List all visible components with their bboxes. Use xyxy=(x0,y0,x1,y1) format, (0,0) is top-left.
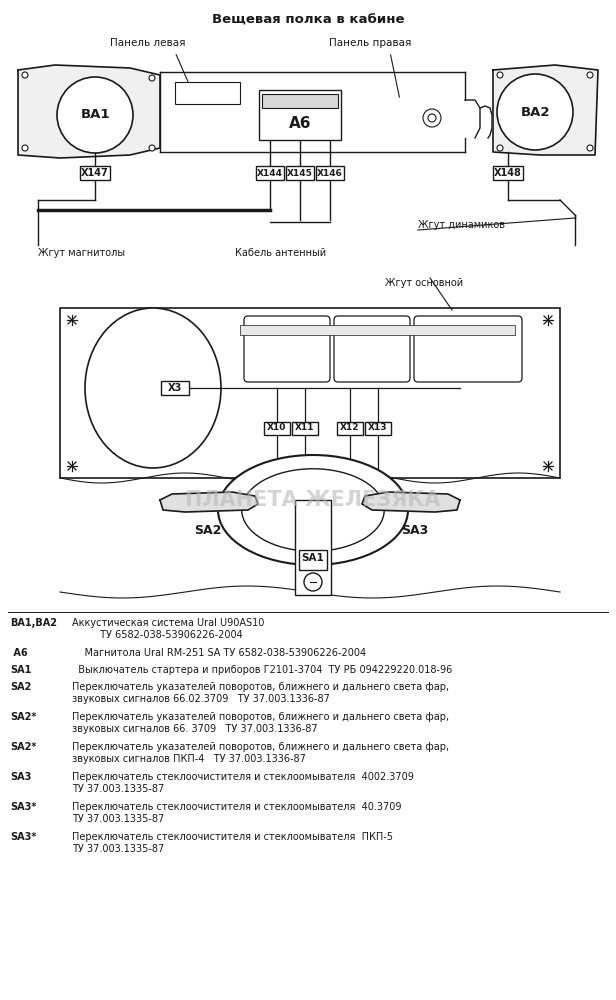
Text: Х145: Х145 xyxy=(287,168,313,178)
Bar xyxy=(316,166,344,180)
Text: SA2*: SA2* xyxy=(10,742,36,752)
Text: Х3: Х3 xyxy=(168,383,182,393)
Text: SA2: SA2 xyxy=(10,682,31,692)
Circle shape xyxy=(587,72,593,78)
Bar xyxy=(299,550,327,570)
Text: SA1: SA1 xyxy=(302,553,325,563)
Text: Х147: Х147 xyxy=(81,168,109,178)
Text: Х12: Х12 xyxy=(340,424,360,432)
Bar xyxy=(256,166,284,180)
Bar xyxy=(295,500,331,595)
Text: Х11: Х11 xyxy=(295,424,315,432)
Circle shape xyxy=(497,74,573,150)
Text: SA3: SA3 xyxy=(10,772,31,782)
Text: ВА1,ВА2: ВА1,ВА2 xyxy=(10,618,57,628)
Ellipse shape xyxy=(85,308,221,468)
Circle shape xyxy=(497,72,503,78)
Bar xyxy=(240,325,515,335)
Text: Вещевая полка в кабине: Вещевая полка в кабине xyxy=(212,14,404,27)
FancyBboxPatch shape xyxy=(414,316,522,382)
Text: SA3*: SA3* xyxy=(10,802,36,812)
Circle shape xyxy=(304,573,322,591)
Bar xyxy=(80,166,110,180)
Text: Переключатель стеклоочистителя и стеклоомывателя  40.3709
ТУ 37.003.1335-87: Переключатель стеклоочистителя и стеклоо… xyxy=(72,802,402,824)
Text: Переключатель стеклоочистителя и стеклоомывателя  ПКП-5
ТУ 37.003.1335-87: Переключатель стеклоочистителя и стеклоо… xyxy=(72,832,393,854)
Text: ВА1: ВА1 xyxy=(80,108,110,121)
Text: Х13: Х13 xyxy=(368,424,387,432)
Text: Переключатель указателей поворотов, ближнего и дальнего света фар,
звуковых сигн: Переключатель указателей поворотов, ближ… xyxy=(72,742,449,764)
Circle shape xyxy=(149,145,155,151)
Text: Жгут магнитолы: Жгут магнитолы xyxy=(38,248,125,258)
Bar xyxy=(259,90,341,140)
Bar xyxy=(493,166,523,180)
Text: Х146: Х146 xyxy=(317,168,343,178)
Circle shape xyxy=(22,145,28,151)
Circle shape xyxy=(587,145,593,151)
Text: SA2: SA2 xyxy=(194,524,222,536)
Ellipse shape xyxy=(218,455,408,565)
Text: Выключатель стартера и приборов Г2101-3704  ТУ РБ 094229220.018-96: Выключатель стартера и приборов Г2101-37… xyxy=(72,665,452,675)
Text: Переключатель указателей поворотов, ближнего и дальнего света фар,
звуковых сигн: Переключатель указателей поворотов, ближ… xyxy=(72,712,449,734)
Text: SA2*: SA2* xyxy=(10,712,36,722)
Text: Магнитола Ural RM-251 SA ТУ 6582-038-53906226-2004: Магнитола Ural RM-251 SA ТУ 6582-038-539… xyxy=(72,648,366,658)
Text: Х148: Х148 xyxy=(494,168,522,178)
Text: Х144: Х144 xyxy=(257,168,283,178)
Text: SA3*: SA3* xyxy=(10,832,36,842)
Bar xyxy=(365,422,391,434)
Text: А6: А6 xyxy=(10,648,28,658)
Polygon shape xyxy=(493,65,598,155)
Polygon shape xyxy=(362,492,460,512)
Bar xyxy=(60,308,560,478)
Circle shape xyxy=(423,109,441,127)
Text: Жгут основной: Жгут основной xyxy=(385,278,463,288)
Bar xyxy=(262,94,338,108)
Text: ВА2: ВА2 xyxy=(521,105,549,118)
Circle shape xyxy=(57,77,133,153)
Ellipse shape xyxy=(241,469,384,551)
Circle shape xyxy=(22,72,28,78)
Text: ПЛАНЕТА ЖЕЛЕЗЯКА: ПЛАНЕТА ЖЕЛЕЗЯКА xyxy=(185,490,440,510)
Text: Панель правая: Панель правая xyxy=(329,38,411,48)
Bar xyxy=(286,166,314,180)
FancyBboxPatch shape xyxy=(334,316,410,382)
Circle shape xyxy=(149,75,155,81)
Bar xyxy=(264,422,290,434)
Polygon shape xyxy=(18,65,160,158)
Text: Аккустическая система Ural U90AS10
         ТУ 6582-038-53906226-2004: Аккустическая система Ural U90AS10 ТУ 65… xyxy=(72,618,264,640)
Text: А6: А6 xyxy=(289,115,311,130)
FancyBboxPatch shape xyxy=(244,316,330,382)
Text: Жгут динамиков: Жгут динамиков xyxy=(418,220,505,230)
Circle shape xyxy=(497,145,503,151)
Text: Панель левая: Панель левая xyxy=(110,38,186,48)
Bar xyxy=(292,422,318,434)
Text: Кабель антенный: Кабель антенный xyxy=(235,248,326,258)
Text: Х10: Х10 xyxy=(267,424,286,432)
Text: SA3: SA3 xyxy=(402,524,429,536)
Polygon shape xyxy=(160,492,258,512)
Bar xyxy=(161,381,189,395)
Text: SA1: SA1 xyxy=(10,665,31,675)
Text: Переключатель указателей поворотов, ближнего и дальнего света фар,
звуковых сигн: Переключатель указателей поворотов, ближ… xyxy=(72,682,449,704)
Circle shape xyxy=(428,114,436,122)
Bar xyxy=(337,422,363,434)
Bar xyxy=(175,82,240,104)
Text: Переключатель стеклоочистителя и стеклоомывателя  4002.3709
ТУ 37.003.1335-87: Переключатель стеклоочистителя и стеклоо… xyxy=(72,772,414,794)
